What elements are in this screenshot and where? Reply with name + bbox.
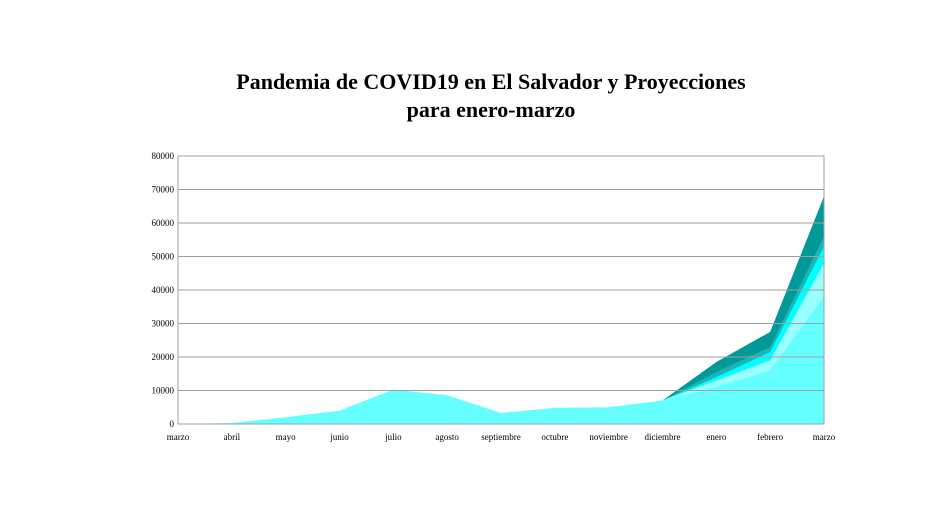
x-tick-label-10: enero (706, 432, 726, 442)
y-tick-label-10000: 10000 (152, 386, 175, 396)
x-tick-label-7: octubre (541, 432, 568, 442)
x-axis-tick-labels: marzo abril mayo junio julio agosto septiembre… (167, 432, 836, 442)
area-series-group (178, 196, 824, 424)
y-tick-label-0: 0 (170, 419, 175, 429)
x-tick-label-6: septiembre (481, 432, 521, 442)
area-series-1 (178, 296, 824, 424)
x-tick-label-4: julio (384, 432, 402, 442)
x-tick-label-11: febrero (757, 432, 783, 442)
y-tick-label-30000: 30000 (152, 319, 175, 329)
x-tick-label-1: abril (224, 432, 241, 442)
plot-area-border (177, 155, 825, 425)
y-tick-label-60000: 60000 (152, 218, 175, 228)
x-tick-label-12: marzo (813, 432, 836, 442)
x-tick-label-8: noviembre (589, 432, 628, 442)
y-tick-label-70000: 70000 (152, 185, 175, 195)
x-tick-label-9: diciembre (645, 432, 681, 442)
chart-title: Pandemia de COVID19 en El Salvador y Pro… (0, 68, 942, 124)
x-tick-label-3: junio (329, 432, 349, 442)
y-axis-tick-labels: 0 10000 20000 30000 40000 50000 60000 70000 8000… (152, 151, 175, 429)
x-tick-label-5: agosto (435, 432, 459, 442)
y-tick-label-40000: 40000 (152, 285, 175, 295)
chart-title-line-1: Pandemia de COVID19 en El Salvador y Pro… (236, 69, 746, 94)
y-tick-label-80000: 80000 (152, 151, 175, 161)
x-tick-label-2: mayo (276, 432, 296, 442)
y-tick-label-50000: 50000 (152, 252, 175, 262)
chart-title-line-2: para enero-marzo (406, 97, 576, 122)
x-tick-label-0: marzo (167, 432, 190, 442)
y-tick-label-20000: 20000 (152, 352, 175, 362)
